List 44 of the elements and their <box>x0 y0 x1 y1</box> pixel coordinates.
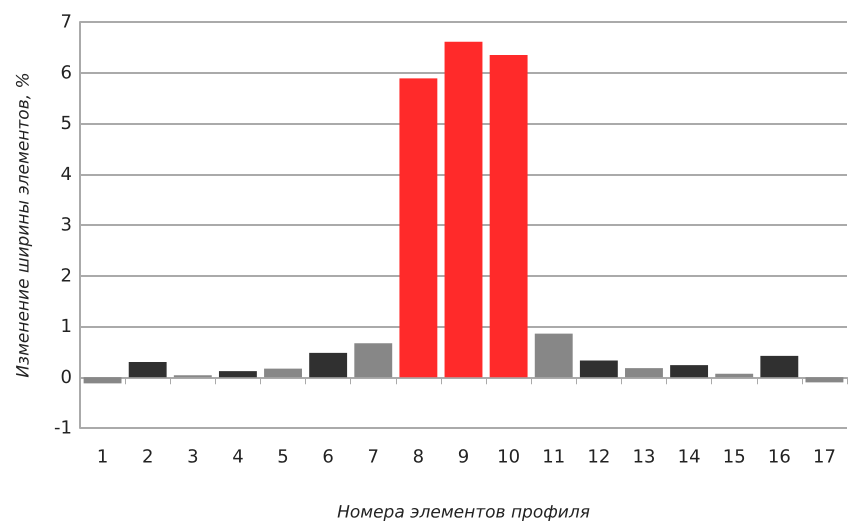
x-tick-label: 7 <box>368 446 379 468</box>
x-tick-label: 11 <box>542 446 566 468</box>
bar <box>715 374 754 378</box>
y-tick-label: 4 <box>60 164 72 185</box>
x-tick-label: 8 <box>412 446 424 468</box>
x-tick-label: 6 <box>322 446 334 468</box>
bar <box>309 352 348 378</box>
bar <box>444 42 482 378</box>
x-tick-label: 12 <box>587 446 610 468</box>
bar <box>625 368 663 378</box>
x-tick-label: 10 <box>497 446 520 468</box>
y-tick-label: 1 <box>60 316 72 337</box>
x-tick-label: 13 <box>632 446 656 468</box>
y-tick-label: -1 <box>54 418 72 438</box>
bar <box>128 362 167 378</box>
bar <box>264 368 302 378</box>
bar <box>670 365 708 378</box>
y-tick-label: 6 <box>60 62 72 84</box>
bar <box>580 360 618 378</box>
x-tick-label: 17 <box>812 446 836 468</box>
x-tick-label: 3 <box>187 446 199 468</box>
x-axis-title: Номера элементов профиля <box>337 502 590 522</box>
x-tick-label: 16 <box>768 446 791 468</box>
x-tick-label: 15 <box>722 446 746 468</box>
y-tick-label: 2 <box>60 265 72 286</box>
bar <box>760 356 798 378</box>
bar <box>218 371 257 378</box>
x-tick-label: 4 <box>232 446 244 468</box>
y-tick-label: 7 <box>60 12 72 32</box>
y-tick-label: 5 <box>60 113 72 134</box>
y-tick-label: 3 <box>60 214 72 236</box>
bar <box>354 343 392 378</box>
bar <box>490 54 528 378</box>
x-tick-label: 5 <box>277 446 289 468</box>
bar <box>805 377 844 382</box>
y-axis-title: Изменение ширины элементов, % <box>14 72 34 378</box>
x-tick-label: 2 <box>142 446 154 468</box>
x-tick-label: 14 <box>678 446 701 468</box>
x-tick-label: 9 <box>458 446 470 468</box>
x-tick-label: 1 <box>96 446 108 468</box>
bar <box>84 377 122 384</box>
bar <box>399 78 438 378</box>
bar <box>534 334 573 378</box>
y-tick-label: 0 <box>60 366 72 388</box>
